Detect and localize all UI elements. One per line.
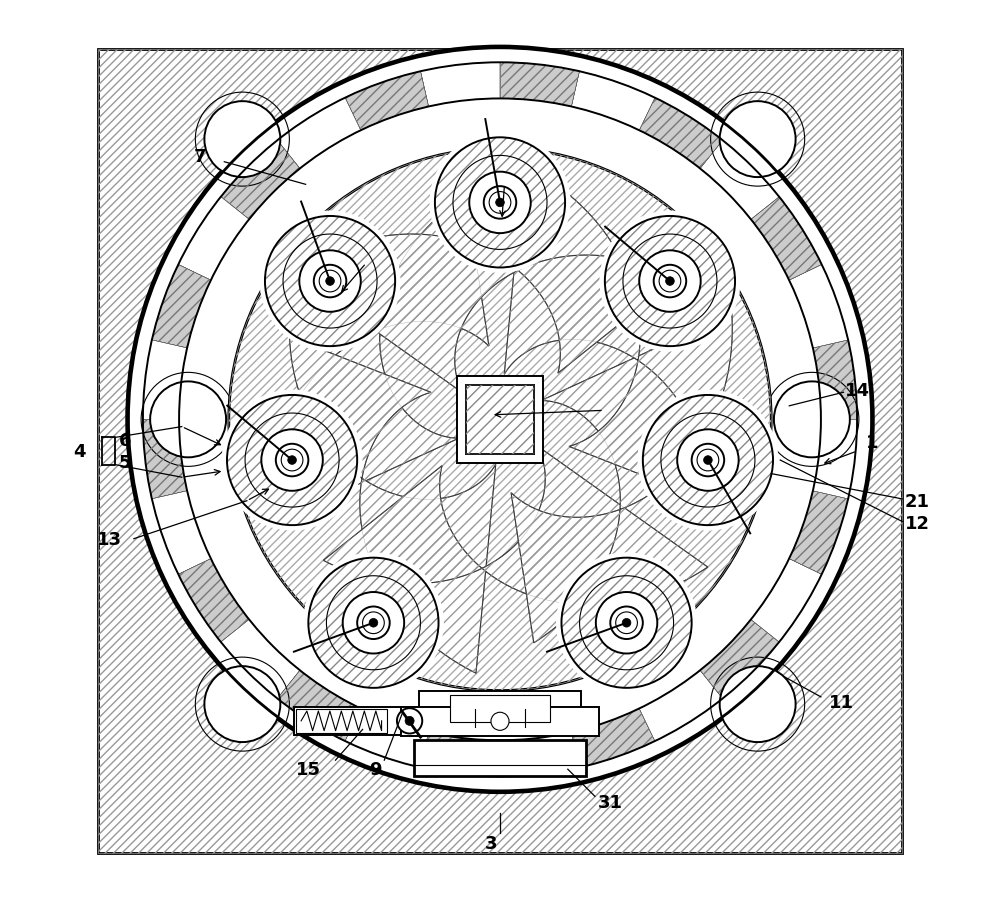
Wedge shape (639, 98, 723, 169)
Wedge shape (345, 709, 429, 768)
Circle shape (326, 277, 334, 286)
Wedge shape (700, 619, 779, 699)
Wedge shape (277, 671, 361, 741)
Text: 12: 12 (905, 515, 930, 533)
Bar (450, 695, 550, 722)
Circle shape (599, 211, 740, 352)
Text: 11: 11 (829, 694, 854, 712)
Circle shape (405, 717, 414, 726)
Bar (98, 50, 902, 853)
Wedge shape (789, 491, 848, 574)
Circle shape (397, 708, 422, 733)
Bar (466, 386, 534, 454)
Text: 3: 3 (485, 834, 497, 852)
Text: 21: 21 (905, 492, 930, 510)
Circle shape (666, 277, 674, 286)
Wedge shape (277, 98, 361, 169)
Text: 1: 1 (866, 433, 879, 452)
Wedge shape (143, 420, 187, 499)
Circle shape (229, 149, 771, 691)
Wedge shape (605, 217, 735, 347)
Circle shape (150, 382, 226, 458)
Bar (419, 691, 581, 727)
Text: 4: 4 (73, 442, 86, 461)
Circle shape (260, 211, 401, 352)
Polygon shape (290, 338, 496, 674)
Circle shape (720, 102, 796, 178)
Circle shape (704, 456, 712, 465)
Wedge shape (639, 671, 723, 741)
Circle shape (622, 619, 631, 628)
Circle shape (429, 133, 571, 274)
Wedge shape (152, 491, 211, 574)
Text: 6: 6 (119, 432, 131, 450)
Polygon shape (323, 446, 708, 605)
Bar (98, 50, 902, 853)
Circle shape (774, 382, 850, 458)
Wedge shape (500, 732, 579, 777)
Circle shape (204, 666, 280, 742)
Circle shape (496, 199, 504, 208)
Circle shape (204, 102, 280, 178)
Polygon shape (504, 166, 710, 502)
Circle shape (491, 712, 509, 731)
Wedge shape (178, 198, 249, 281)
Wedge shape (813, 420, 857, 499)
Wedge shape (345, 72, 429, 131)
Text: 9: 9 (369, 760, 381, 778)
Wedge shape (789, 265, 848, 349)
Wedge shape (813, 340, 857, 420)
Circle shape (127, 47, 873, 793)
Wedge shape (421, 732, 500, 777)
Wedge shape (221, 141, 300, 220)
Wedge shape (643, 396, 773, 526)
Wedge shape (227, 396, 357, 526)
Text: 31: 31 (598, 793, 623, 811)
Bar (414, 740, 586, 777)
Bar (457, 377, 543, 463)
Circle shape (303, 553, 444, 694)
Bar (457, 709, 543, 727)
Wedge shape (435, 138, 565, 268)
Polygon shape (268, 197, 489, 526)
Wedge shape (500, 63, 579, 107)
Wedge shape (571, 709, 655, 768)
Circle shape (720, 666, 796, 742)
Wedge shape (421, 63, 500, 107)
Wedge shape (751, 198, 822, 281)
Text: 14: 14 (845, 381, 870, 399)
Text: 15: 15 (296, 760, 321, 778)
Bar (401, 707, 599, 736)
Text: 7: 7 (194, 148, 206, 166)
Bar (294, 707, 420, 735)
Text: 5: 5 (119, 453, 131, 471)
Wedge shape (571, 72, 655, 131)
Circle shape (369, 619, 378, 628)
Wedge shape (152, 265, 211, 349)
Circle shape (222, 390, 363, 531)
Text: 13: 13 (97, 530, 122, 548)
Polygon shape (292, 235, 677, 394)
Circle shape (556, 553, 697, 694)
Circle shape (637, 390, 778, 531)
Wedge shape (143, 340, 187, 420)
Wedge shape (561, 558, 692, 688)
Bar (296, 709, 387, 733)
Polygon shape (511, 314, 732, 643)
Circle shape (288, 456, 296, 465)
Wedge shape (700, 141, 779, 220)
Wedge shape (751, 559, 822, 642)
Bar (466, 386, 534, 454)
Wedge shape (178, 559, 249, 642)
Wedge shape (308, 558, 439, 688)
Wedge shape (265, 217, 395, 347)
Wedge shape (221, 619, 300, 699)
